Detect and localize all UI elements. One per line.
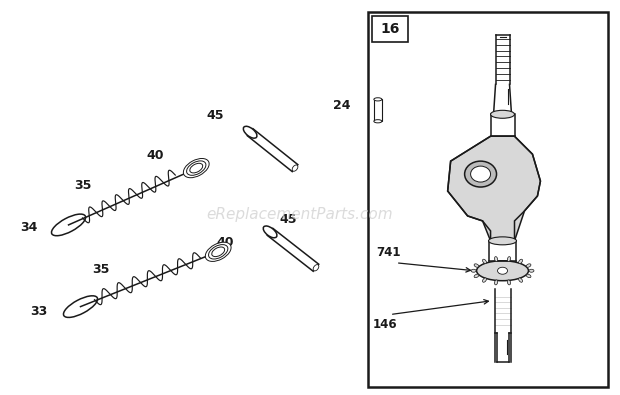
Ellipse shape [495, 257, 498, 261]
Ellipse shape [63, 296, 97, 318]
Ellipse shape [292, 165, 298, 171]
Ellipse shape [313, 265, 319, 271]
Polygon shape [247, 129, 298, 171]
Ellipse shape [471, 166, 490, 182]
Ellipse shape [518, 259, 523, 263]
Ellipse shape [374, 98, 382, 101]
Text: 33: 33 [30, 305, 47, 318]
Text: 35: 35 [74, 179, 91, 192]
Ellipse shape [482, 259, 487, 263]
Ellipse shape [205, 242, 231, 261]
Text: 16: 16 [380, 22, 399, 36]
Ellipse shape [507, 257, 510, 261]
Ellipse shape [374, 120, 382, 123]
Text: eReplacementParts.com: eReplacementParts.com [206, 207, 393, 222]
Ellipse shape [464, 161, 497, 187]
Text: 24: 24 [333, 99, 351, 112]
Ellipse shape [518, 278, 523, 282]
Ellipse shape [477, 261, 528, 281]
Polygon shape [448, 136, 541, 241]
Text: 35: 35 [92, 263, 109, 276]
Text: 45: 45 [206, 109, 224, 122]
Bar [372, 16, 408, 41]
Text: 741: 741 [376, 246, 401, 259]
Ellipse shape [474, 274, 479, 278]
Ellipse shape [482, 278, 487, 282]
Ellipse shape [526, 274, 531, 278]
Ellipse shape [51, 214, 86, 236]
Ellipse shape [212, 247, 224, 257]
Text: 146: 146 [373, 318, 397, 331]
Ellipse shape [184, 158, 209, 178]
Ellipse shape [490, 110, 515, 118]
Ellipse shape [507, 280, 510, 285]
Text: 34: 34 [20, 221, 37, 234]
Bar [368, 12, 608, 387]
Text: 45: 45 [279, 213, 297, 226]
Ellipse shape [264, 226, 277, 238]
Ellipse shape [489, 237, 516, 245]
Ellipse shape [208, 245, 228, 259]
Ellipse shape [497, 267, 508, 274]
Bar [374, 100, 382, 121]
Polygon shape [267, 228, 319, 271]
Ellipse shape [474, 264, 479, 267]
Ellipse shape [190, 163, 203, 173]
Ellipse shape [471, 269, 476, 272]
Ellipse shape [243, 126, 257, 138]
Text: 40: 40 [146, 149, 164, 162]
Ellipse shape [187, 161, 206, 175]
Text: 40: 40 [216, 236, 234, 249]
Ellipse shape [495, 280, 498, 285]
Ellipse shape [529, 269, 534, 272]
Ellipse shape [526, 264, 531, 267]
